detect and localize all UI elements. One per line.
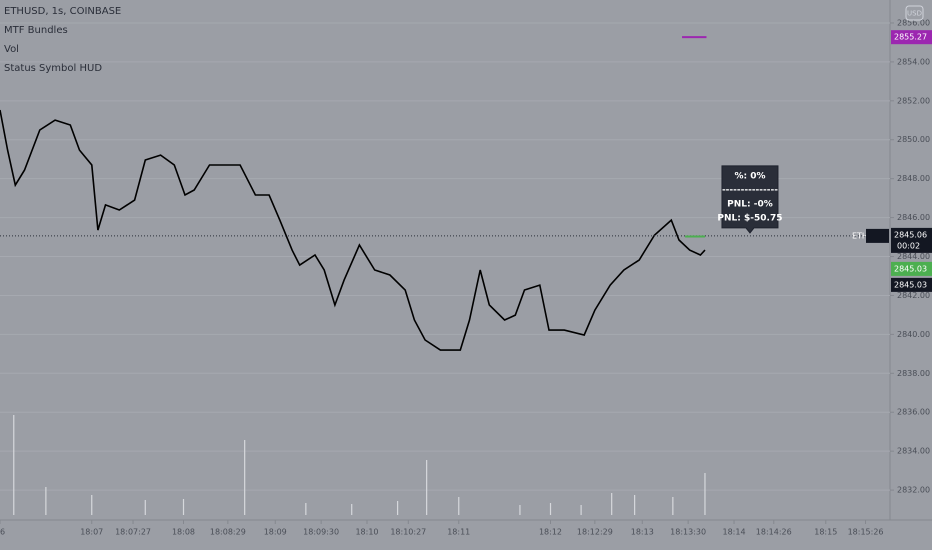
x-tick-label: 18:09 xyxy=(264,528,287,537)
price-line xyxy=(0,109,706,351)
countdown: 00:02 xyxy=(897,241,920,250)
volume-bar xyxy=(519,505,521,515)
symbol-label-bg xyxy=(866,228,889,243)
legend-indicator: MTF Bundles xyxy=(4,25,68,36)
y-tick-label: 2838.00 xyxy=(897,369,930,378)
tooltip-line: %: 0% xyxy=(734,171,765,181)
tooltip-line: PNL: $-50.75 xyxy=(717,213,782,223)
last-price-box xyxy=(891,227,932,253)
price-pane: %: 0% --------------- PNL: -0% PNL: $-50.75 xyxy=(0,36,890,351)
volume-bar xyxy=(549,503,552,515)
y-tick-label: 2848.00 xyxy=(897,174,930,183)
volume-bar xyxy=(396,501,399,515)
x-tick-label: 18:12 xyxy=(539,528,562,537)
volume-pane xyxy=(13,415,706,515)
level-box xyxy=(891,277,932,292)
x-tick-label: 18:14 xyxy=(722,528,745,537)
y-tick-label: 2846.00 xyxy=(897,213,930,222)
currency-box[interactable] xyxy=(905,5,924,21)
x-tick-label: 18:11 xyxy=(447,528,470,537)
volume-bar xyxy=(45,487,47,515)
y-tick-label: 2852.00 xyxy=(897,96,930,105)
tooltip-box xyxy=(721,165,779,234)
tooltip-line: --------------- xyxy=(722,185,778,195)
legend-symbol: ETHUSD, 1s, COINBASE xyxy=(4,6,121,17)
y-tick-label: 2844.00 xyxy=(897,252,930,261)
volume-bar xyxy=(13,415,15,515)
volume-bar xyxy=(611,493,613,515)
volume-bar xyxy=(244,440,246,515)
y-tick-label: 2840.00 xyxy=(897,330,930,339)
volume-bar xyxy=(91,495,93,515)
x-tick-label: 18:09:30 xyxy=(303,528,339,537)
x-tick-label: 18:13 xyxy=(631,528,654,537)
level-label: 2845.03 xyxy=(894,264,927,273)
x-tick-label: 18:07 xyxy=(80,528,103,537)
y-tick-label: 2854.00 xyxy=(897,57,930,66)
y-tick-label: 2832.00 xyxy=(897,486,930,495)
last-price-label: 2845.06 xyxy=(894,230,927,239)
x-tick-label: 18:15:26 xyxy=(848,528,884,537)
x-tick-label: 18:08 xyxy=(172,528,195,537)
x-tick-label: 18:10 xyxy=(355,528,378,537)
volume-bar xyxy=(351,504,353,515)
y-tick-label: 2850.00 xyxy=(897,135,930,144)
volume-bar xyxy=(182,499,185,515)
legend-indicator: Vol xyxy=(4,44,19,55)
volume-bar xyxy=(426,460,428,515)
x-tick-label: 18:14:26 xyxy=(756,528,792,537)
y-tick-label: 2836.00 xyxy=(897,408,930,417)
x-tick-label: 18:07:27 xyxy=(115,528,151,537)
x-tick-label: 18:15 xyxy=(814,528,837,537)
level-box xyxy=(891,30,932,45)
tooltip-line: PNL: -0% xyxy=(727,199,773,209)
level-box xyxy=(891,261,932,276)
x-tick-label: 18:10:27 xyxy=(390,528,426,537)
axes: 2832.00 2834.00 2836.00 2838.00 2840.00 2842.… xyxy=(0,18,932,537)
level-label: 2845.03 xyxy=(894,280,927,289)
grid xyxy=(0,22,890,491)
y-tick-label: 2856.00 xyxy=(897,18,930,27)
volume-bar xyxy=(672,497,674,515)
x-tick-label: 18:13:30 xyxy=(670,528,706,537)
y-tick-label: 2834.00 xyxy=(897,447,930,456)
x-tick-label: 18:08:29 xyxy=(210,528,246,537)
legend-indicator: Status Symbol HUD xyxy=(4,63,102,74)
x-tick-label: 18:12:29 xyxy=(577,528,613,537)
x-tick-label: 06 xyxy=(0,528,5,537)
y-tick-label: 2842.00 xyxy=(897,291,930,300)
level-label: 2855.27 xyxy=(894,33,927,42)
currency: USD xyxy=(907,10,922,18)
volume-bar xyxy=(305,503,307,515)
volume-bar xyxy=(704,473,706,515)
volume-bar xyxy=(580,505,582,515)
volume-bar xyxy=(634,495,636,515)
volume-bar xyxy=(144,500,146,515)
volume-bar xyxy=(458,497,460,515)
